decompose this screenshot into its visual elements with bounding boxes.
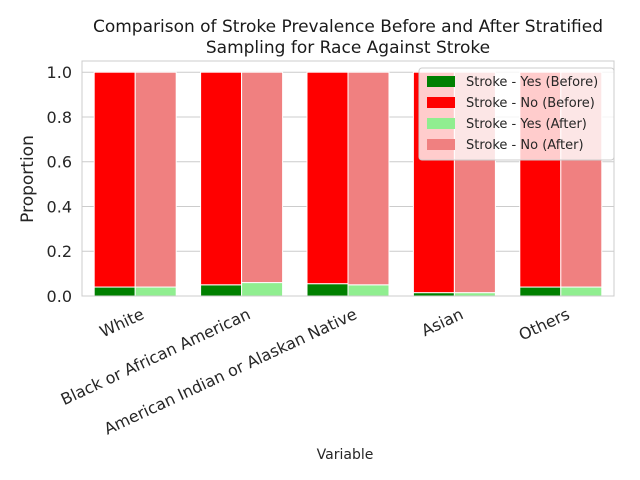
bar-after-yes-3 [453, 292, 496, 297]
bar-after-no-1 [241, 71, 284, 284]
bar-after-no-0 [134, 71, 177, 288]
bar-before-no-0 [93, 71, 136, 288]
bars [93, 71, 603, 297]
y-tick-label: 0.6 [47, 153, 72, 172]
legend-label: Stroke - No (After) [466, 138, 584, 153]
legend-label: Stroke - Yes (After) [466, 117, 587, 132]
legend-swatch [427, 76, 455, 87]
x-tick-label: Asian [418, 304, 466, 340]
bar-before-yes-4 [519, 286, 562, 297]
y-tick-label: 0.0 [47, 287, 72, 306]
y-tick-label: 1.0 [47, 63, 72, 82]
legend-swatch [427, 118, 455, 129]
plot-frame [81, 60, 615, 297]
y-tick-label: 0.2 [47, 242, 72, 261]
legend-box [418, 67, 615, 161]
bar-after-no-2 [347, 71, 390, 286]
bar-before-yes-3 [412, 292, 455, 297]
y-axis-label: Proportion [18, 135, 38, 223]
legend-label: Stroke - Yes (Before) [466, 75, 598, 90]
legend-swatch [427, 139, 455, 150]
y-tick-label: 0.8 [47, 108, 72, 127]
x-axis-label: Variable [317, 447, 374, 463]
bar-before-no-1 [200, 71, 243, 286]
bar-before-yes-0 [93, 286, 136, 297]
chart-title-line-1: Comparison of Stroke Prevalence Before a… [93, 17, 603, 37]
y-tick-label: 0.4 [47, 197, 72, 216]
chart-title-line-2: Sampling for Race Against Stroke [206, 38, 490, 58]
legend: Stroke - Yes (Before) Stroke - No (Before… [418, 67, 615, 161]
bar-after-yes-4 [560, 286, 603, 297]
y-axis-ticks: 0.0 0.2 0.4 0.6 0.8 1.0 [47, 63, 72, 306]
x-tick-label: White [97, 304, 147, 341]
bar-after-yes-2 [347, 284, 390, 297]
bar-before-no-2 [306, 71, 349, 285]
bar-before-yes-1 [200, 284, 243, 297]
legend-swatch [427, 97, 455, 108]
bar-before-yes-2 [306, 283, 349, 297]
legend-label: Stroke - No (Before) [466, 96, 595, 111]
x-tick-label: Others [516, 304, 573, 344]
x-tick-label: Black or African American [58, 304, 253, 409]
bar-after-yes-1 [241, 282, 284, 297]
bar-after-yes-0 [134, 286, 177, 297]
